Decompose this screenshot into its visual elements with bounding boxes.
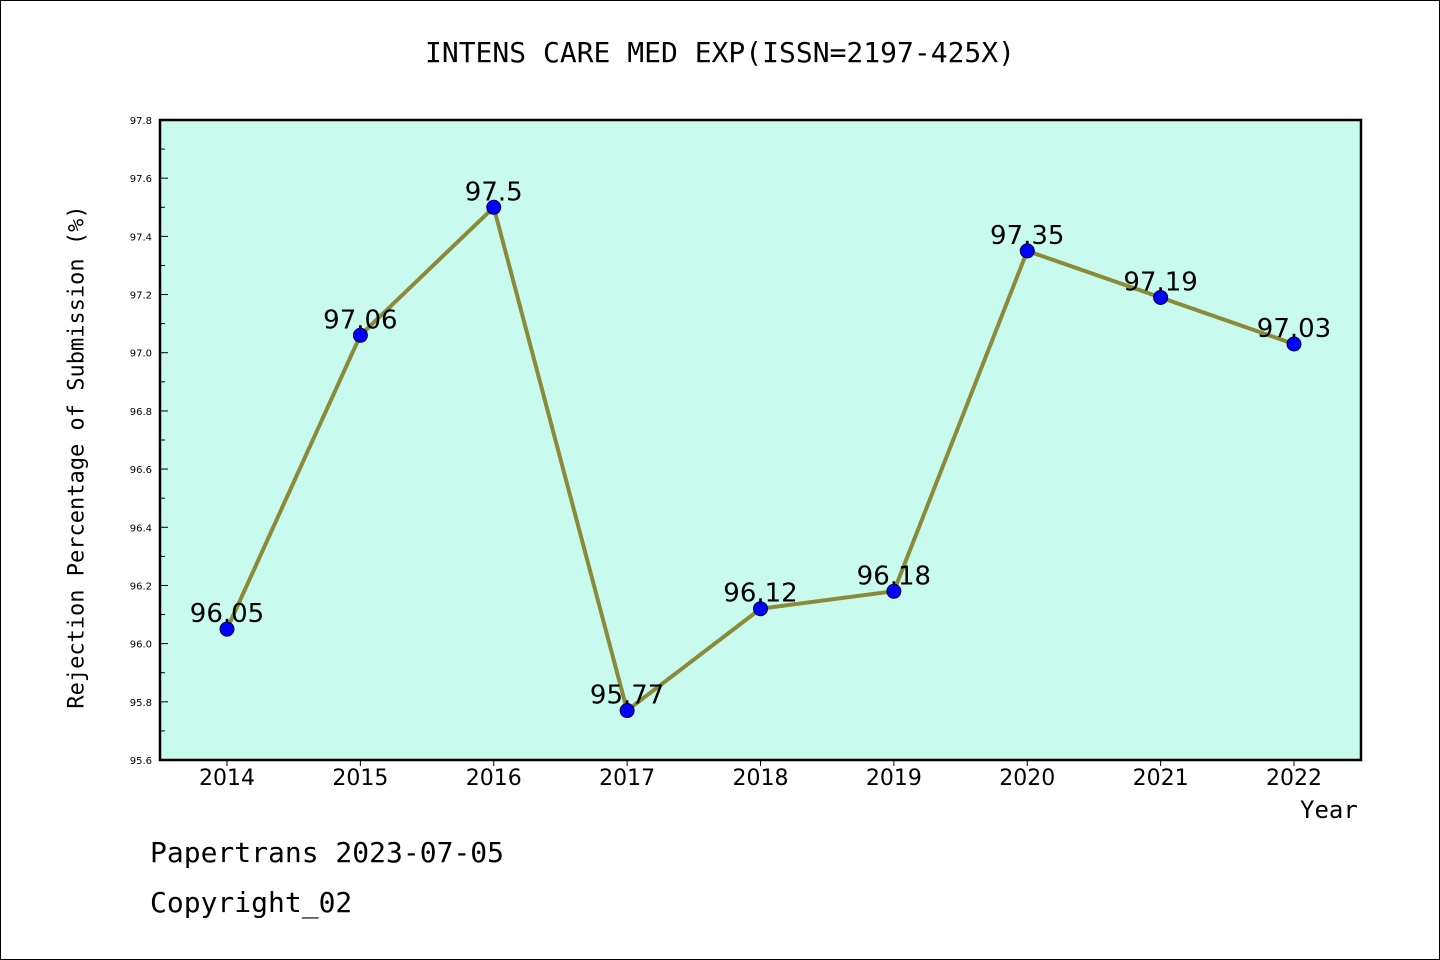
x-tick-label: 2018 xyxy=(733,766,789,791)
x-tick-label: 2017 xyxy=(599,766,655,791)
y-tick-label: 97.6 xyxy=(130,174,152,185)
footer-copyright: Copyright_02 xyxy=(150,886,353,919)
data-label: 95.77 xyxy=(590,681,664,711)
data-point xyxy=(1019,243,1035,259)
data-label: 97.19 xyxy=(1123,267,1197,297)
data-point xyxy=(886,583,902,599)
x-tick-label: 2016 xyxy=(466,766,522,791)
data-label: 97.06 xyxy=(323,305,397,335)
data-point xyxy=(219,621,235,637)
x-axis-label: Year xyxy=(1300,796,1358,824)
y-tick-label: 97.4 xyxy=(130,232,152,243)
x-tick-label: 2020 xyxy=(999,766,1055,791)
chart-title: INTENS CARE MED EXP(ISSN=2197-425X) xyxy=(424,36,1015,69)
x-tick-label: 2019 xyxy=(866,766,922,791)
y-tick-label: 97.8 xyxy=(130,116,152,127)
y-tick-label: 97.0 xyxy=(130,349,152,360)
y-tick-label: 96.8 xyxy=(130,407,152,418)
plot-border xyxy=(158,118,1363,762)
data-point xyxy=(619,703,635,719)
data-label: 96.05 xyxy=(190,599,264,629)
plot-area xyxy=(160,120,1361,760)
y-tick-label: 96.0 xyxy=(130,640,152,651)
x-tick-label: 2021 xyxy=(1133,766,1189,791)
x-tick-label: 2015 xyxy=(332,766,388,791)
footer-date: Papertrans 2023-07-05 xyxy=(150,836,505,869)
data-label: 96.12 xyxy=(723,579,797,609)
data-label: 97.5 xyxy=(465,177,523,207)
y-tick-label: 96.4 xyxy=(130,523,152,534)
data-point xyxy=(486,199,502,215)
y-tick-label: 95.8 xyxy=(130,698,152,709)
y-tick-label: 95.6 xyxy=(130,756,152,767)
data-label: 96.18 xyxy=(857,561,931,591)
y-tick-label: 97.2 xyxy=(130,291,152,302)
data-point xyxy=(352,327,368,343)
data-point xyxy=(1286,336,1302,352)
y-tick-label: 96.2 xyxy=(130,581,152,592)
data-point xyxy=(753,601,768,617)
data-label: 97.35 xyxy=(990,221,1064,251)
x-tick-label: 2022 xyxy=(1266,766,1322,791)
data-point xyxy=(1153,289,1169,305)
x-tick-label: 2014 xyxy=(199,766,255,791)
data-label: 97.03 xyxy=(1257,314,1331,344)
y-tick-label: 96.6 xyxy=(130,465,152,476)
